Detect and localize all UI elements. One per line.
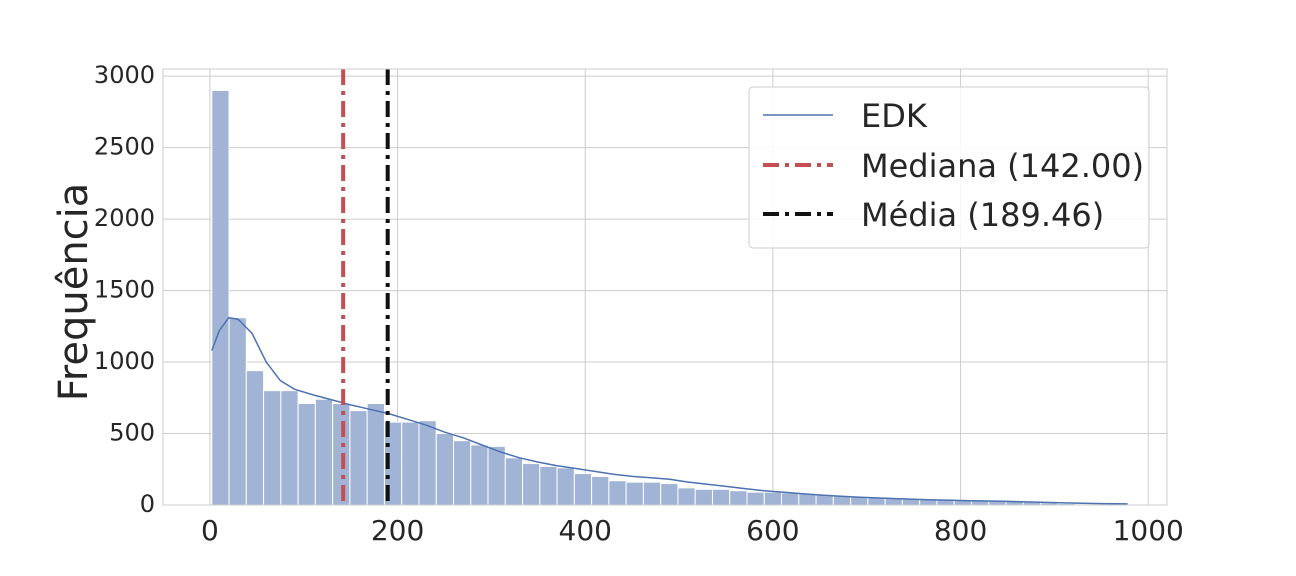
legend-box bbox=[748, 86, 1150, 249]
y-tick-label-0: 0 bbox=[140, 490, 155, 518]
histogram-bar-18 bbox=[522, 463, 541, 506]
histogram-bar-14 bbox=[453, 440, 472, 506]
kde-curve bbox=[211, 316, 1128, 505]
histogram-bar-8 bbox=[349, 410, 368, 506]
histogram-bar-2 bbox=[245, 370, 265, 506]
histogram-bar-30 bbox=[729, 490, 748, 506]
x-tick-labels: 0 200 400 600 800 1000 bbox=[201, 514, 1184, 547]
kde-layer bbox=[211, 316, 1128, 505]
x-tick-label-2: 400 bbox=[559, 514, 612, 547]
histogram-bar-29 bbox=[711, 488, 731, 506]
histogram-bar-31 bbox=[746, 491, 765, 506]
histogram-bar-3 bbox=[263, 390, 282, 506]
histogram-bar-17 bbox=[504, 457, 524, 506]
histogram-bar-12 bbox=[418, 420, 437, 506]
histogram-bar-24 bbox=[625, 481, 644, 506]
histogram-bar-28 bbox=[694, 488, 713, 506]
histogram-bar-0 bbox=[211, 89, 230, 506]
y-tick-labels: 0 500 1000 1500 2000 2500 3000 bbox=[94, 61, 155, 518]
y-tick-label-6: 3000 bbox=[94, 61, 155, 89]
y-tick-label-2: 1000 bbox=[94, 347, 155, 375]
histogram-bar-32 bbox=[763, 491, 783, 506]
x-tick-label-1: 200 bbox=[371, 514, 424, 547]
histogram-bar-33 bbox=[781, 492, 800, 506]
histogram-bar-6 bbox=[314, 398, 334, 506]
histogram-bar-25 bbox=[642, 481, 662, 506]
histogram-bar-21 bbox=[573, 473, 593, 506]
y-tick-label-3: 1500 bbox=[94, 276, 155, 304]
x-tick-label-4: 800 bbox=[934, 514, 987, 547]
y-tick-label-4: 2000 bbox=[94, 204, 155, 232]
histogram-bar-13 bbox=[435, 433, 455, 506]
x-tick-label-0: 0 bbox=[201, 514, 219, 547]
plot-frame bbox=[162, 68, 1168, 506]
histogram-bar-11 bbox=[401, 421, 420, 506]
vline-layer bbox=[341, 69, 390, 505]
x-tick-label-5: 1000 bbox=[1113, 514, 1184, 547]
histogram-bar-1 bbox=[228, 317, 247, 506]
legend-label-mean: Média (189.46) bbox=[861, 196, 1104, 234]
y-tick-label-1: 500 bbox=[109, 419, 155, 447]
histogram-bar-26 bbox=[660, 483, 679, 506]
histogram-bar-19 bbox=[539, 465, 558, 506]
histogram-bar-5 bbox=[297, 403, 316, 506]
histogram-bar-16 bbox=[487, 445, 506, 506]
histogram-bar-9 bbox=[366, 403, 385, 506]
histogram-bar-15 bbox=[470, 444, 489, 506]
legend-label-median: Mediana (142.00) bbox=[861, 147, 1144, 185]
y-axis-title: Frequência bbox=[51, 183, 97, 402]
histogram-bar-35 bbox=[815, 494, 834, 506]
histogram-bar-23 bbox=[608, 480, 627, 506]
histogram-bar-20 bbox=[556, 467, 575, 506]
x-tick-label-3: 600 bbox=[746, 514, 799, 547]
legend-label-kde: EDK bbox=[861, 97, 928, 135]
histogram-bar-27 bbox=[677, 487, 696, 506]
legend: EDK Mediana (142.00) Média (189.46) bbox=[748, 86, 1150, 249]
histogram-bar-4 bbox=[280, 390, 299, 506]
y-tick-label-5: 2500 bbox=[94, 133, 155, 161]
histogram-bar-22 bbox=[591, 475, 610, 506]
histogram-bar-34 bbox=[798, 493, 817, 506]
